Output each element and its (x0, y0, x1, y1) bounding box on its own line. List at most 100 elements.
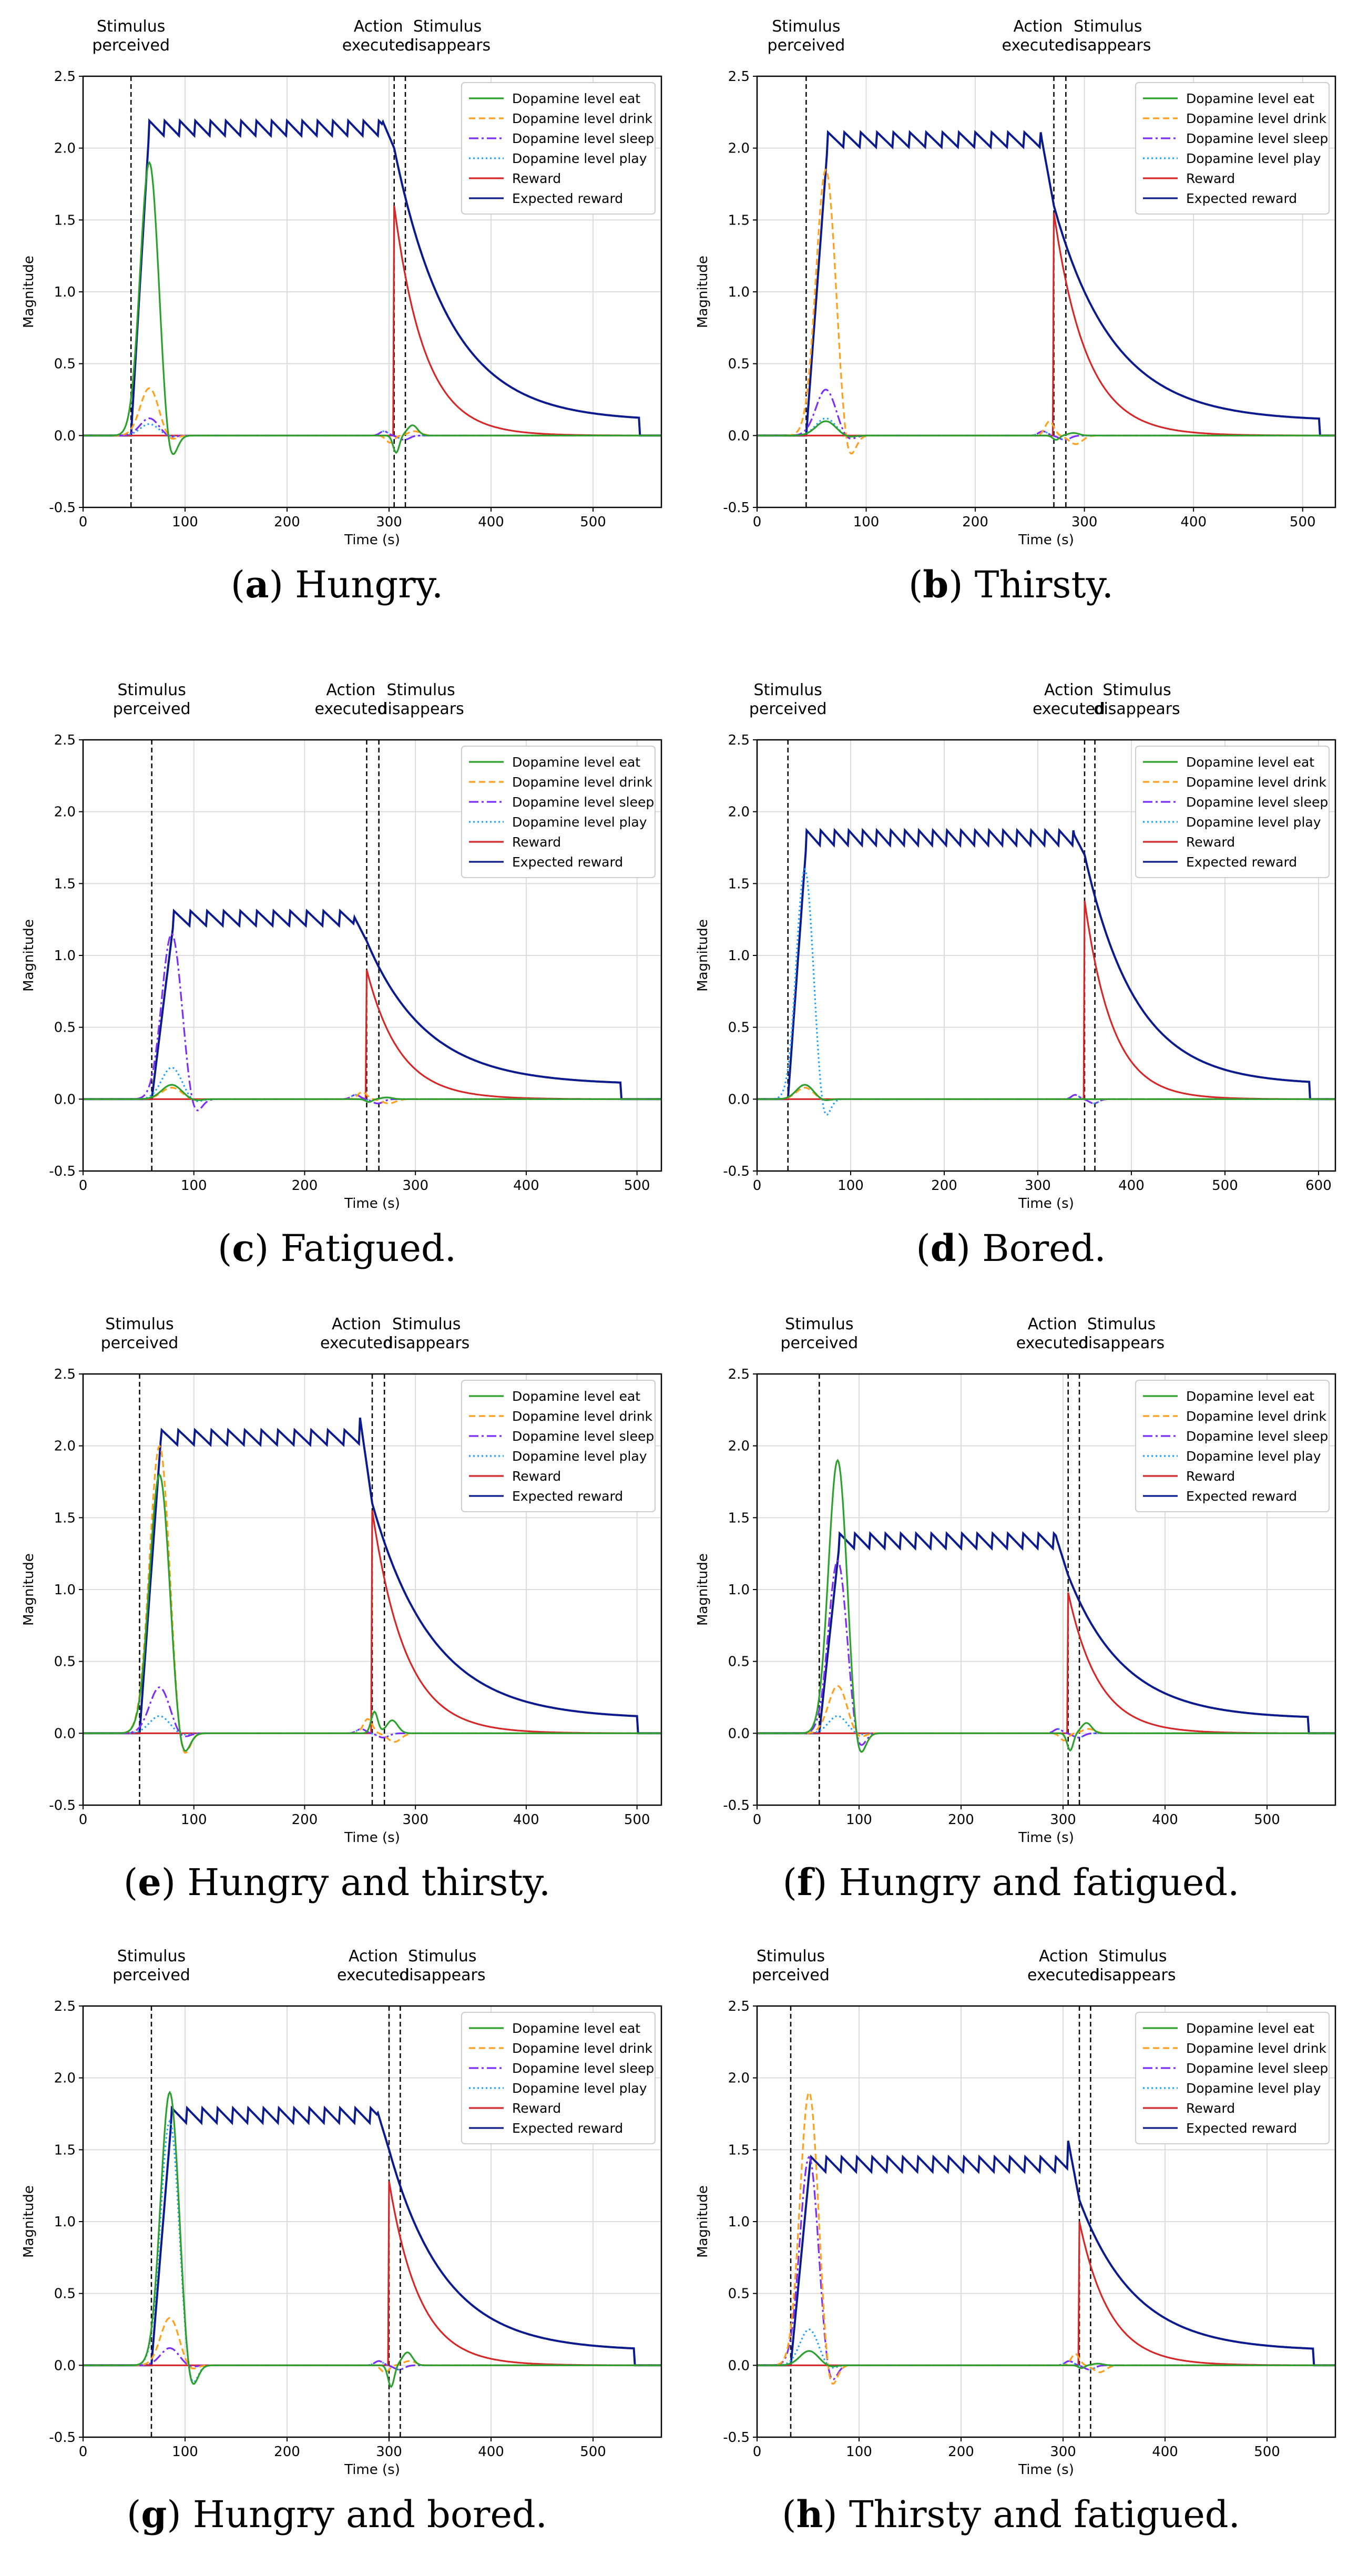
y-tick-label: 2.0 (728, 2071, 750, 2086)
legend-label-expected: Expected reward (1186, 854, 1297, 870)
x-tick-label: 300 (376, 514, 402, 530)
x-tick-label: 100 (172, 2444, 198, 2460)
x-tick-label: 0 (753, 1178, 762, 1194)
event-label-disappears: disappears (1094, 700, 1180, 718)
x-tick-label: 100 (181, 1812, 207, 1828)
x-tick-label: 0 (753, 514, 762, 530)
y-axis-label: Magnitude (21, 2185, 37, 2258)
legend-label-expected: Expected reward (512, 2121, 623, 2136)
caption-g: (g) Hungry and bored. (127, 2492, 547, 2536)
series-line-sleep (83, 417, 661, 441)
x-tick-label: 200 (931, 1178, 957, 1194)
x-tick-label: 500 (624, 1812, 650, 1828)
y-axis-label: Magnitude (695, 2185, 711, 2258)
x-tick-label: 0 (753, 2444, 762, 2460)
legend-label-drink: Dopamine level drink (1186, 2041, 1327, 2056)
y-tick-label: 1.5 (54, 876, 76, 892)
y-tick-label: -0.5 (723, 1164, 750, 1179)
y-tick-label: 1.0 (728, 284, 750, 300)
event-label-perceived: Stimulus (757, 1947, 825, 1966)
legend-label-reward: Reward (512, 2101, 561, 2116)
legend-label-eat: Dopamine level eat (1186, 755, 1314, 770)
x-tick-label: 200 (274, 514, 300, 530)
y-axis-label: Magnitude (21, 919, 37, 992)
plot-frame (756, 1373, 1336, 1806)
y-tick-label: 2.0 (728, 805, 750, 820)
x-tick-label: 200 (948, 1812, 974, 1828)
y-tick-label: -0.5 (723, 500, 750, 516)
event-label-executed: Action (1028, 1315, 1077, 1333)
legend-label-expected: Expected reward (1186, 191, 1297, 206)
event-label-perceived: perceived (101, 1334, 179, 1352)
y-tick-label: 0.5 (728, 357, 750, 372)
series-line-drink (757, 168, 1335, 455)
legend-label-play: Dopamine level play (512, 1449, 647, 1464)
x-tick-label: 300 (402, 1812, 428, 1828)
y-tick-label: 0.5 (728, 1654, 750, 1670)
y-tick-label: 2.5 (54, 1367, 76, 1382)
series-line-reward (83, 205, 661, 436)
plot-frame (756, 739, 1336, 1172)
y-tick-label: -0.5 (723, 1798, 750, 1814)
series-line-play (83, 423, 661, 441)
chart-panel-g: 0 100 200 300 400 500 -0.5 0.0 0.5 1.0 1.5 2.0 2.5 Ti… (21, 1947, 662, 2478)
y-tick-label: 2.5 (54, 732, 76, 748)
series-line-play (83, 2120, 661, 2383)
y-tick-label: -0.5 (723, 2430, 750, 2446)
series-line-play (757, 417, 1335, 441)
legend-label-reward: Reward (1186, 1469, 1235, 1484)
legend-label-drink: Dopamine level drink (512, 1409, 653, 1424)
event-label-executed: executed (1033, 700, 1105, 718)
series-line-play (757, 2328, 1335, 2371)
y-tick-label: 0.0 (54, 1092, 76, 1107)
legend-label-drink: Dopamine level drink (512, 111, 653, 126)
x-tick-label: 500 (1254, 1812, 1280, 1828)
plot-frame (756, 75, 1336, 508)
legend-label-drink: Dopamine level drink (1186, 111, 1327, 126)
event-label-executed: executed (320, 1334, 393, 1352)
x-tick-label: 200 (274, 2444, 300, 2460)
event-label-disappears: Stimulus (1087, 1315, 1156, 1333)
legend-box (461, 746, 656, 878)
legend-label-sleep: Dopamine level sleep (512, 2061, 654, 2076)
legend-box (461, 2012, 656, 2144)
plot-frame (82, 739, 662, 1172)
y-tick-label: -0.5 (49, 500, 76, 516)
legend-label-reward: Reward (1186, 171, 1235, 186)
caption-a: (a) Hungry. (230, 563, 444, 606)
legend-label-reward: Reward (1186, 2101, 1235, 2116)
x-axis-label: Time (s) (344, 1830, 400, 1846)
chart-panel-b: 0 100 200 300 400 500 -0.5 0.0 0.5 1.0 1.5 2.0 2.5 Ti… (695, 17, 1336, 548)
legend-label-play: Dopamine level play (1186, 2081, 1321, 2096)
x-tick-label: 100 (846, 2444, 872, 2460)
y-axis-label: Magnitude (695, 256, 711, 328)
y-tick-label: 2.0 (54, 141, 76, 157)
legend-label-play: Dopamine level play (512, 2081, 647, 2096)
event-label-perceived: Stimulus (117, 1947, 186, 1966)
y-tick-label: 2.0 (54, 1439, 76, 1454)
series-line-expected (757, 130, 1335, 437)
legend-box (1135, 2012, 1330, 2144)
y-tick-label: 0.0 (54, 1726, 76, 1742)
event-label-executed: executed (1002, 36, 1075, 55)
y-tick-label: 1.5 (728, 212, 750, 228)
event-label-perceived: perceived (92, 36, 170, 55)
plot-frame (82, 1373, 662, 1806)
x-tick-label: 300 (1071, 514, 1098, 530)
series-line-expected (757, 2140, 1335, 2367)
x-tick-label: 0 (79, 1178, 88, 1194)
event-label-executed: executed (337, 1966, 410, 1984)
x-tick-label: 300 (376, 2444, 402, 2460)
legend-box (461, 82, 656, 215)
y-tick-label: 0.0 (54, 428, 76, 444)
event-label-disappears: Stimulus (1074, 17, 1142, 36)
chart-panel-e: 0 100 200 300 400 500 -0.5 0.0 0.5 1.0 1.5 2.0 2.5 Ti… (21, 1315, 662, 1846)
x-axis-label: Time (s) (1018, 2462, 1074, 2478)
y-tick-label: 1.0 (54, 284, 76, 300)
legend-label-sleep: Dopamine level sleep (1186, 131, 1328, 146)
plot-frame (82, 2005, 662, 2438)
y-tick-label: 1.5 (54, 1510, 76, 1526)
series-line-reward (83, 2181, 661, 2366)
x-axis-label: Time (s) (1018, 532, 1074, 548)
event-label-executed: Action (349, 1947, 398, 1966)
